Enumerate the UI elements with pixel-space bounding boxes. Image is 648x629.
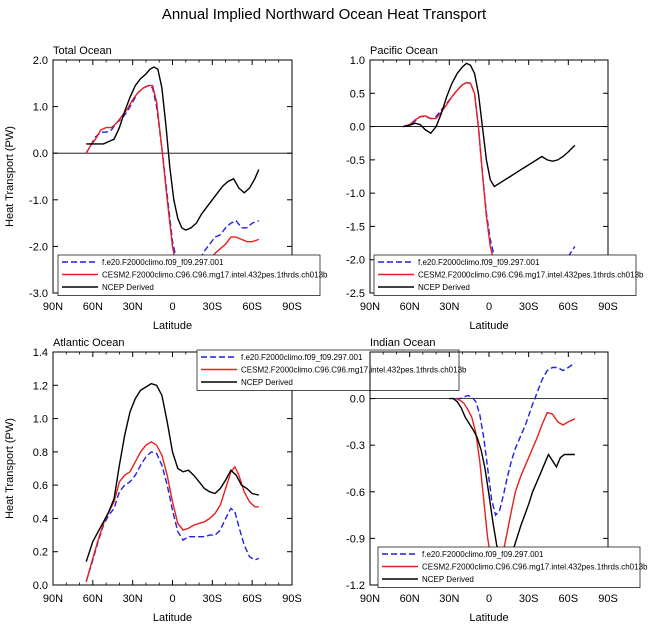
legend-label: f.e20.F2000climo.f09_f09.297.001 — [241, 353, 363, 362]
panel-title: Atlantic Ocean — [53, 337, 125, 349]
x-tick-label: 30N — [439, 593, 459, 605]
y-tick-label: -3.0 — [29, 288, 48, 300]
x-tick-label: 90S — [598, 593, 618, 605]
y-tick-label: -1.0 — [29, 195, 48, 207]
x-tick-label: 60N — [83, 301, 103, 313]
legend-label: NCEP Derived — [422, 575, 474, 584]
y-tick-label: 0.6 — [33, 480, 48, 492]
y-tick-label: 0.0 — [350, 122, 365, 134]
panel-title: Pacific Ocean — [370, 45, 438, 57]
y-axis-label: Heat Transport (PW) — [4, 418, 16, 519]
x-tick-label: 30S — [203, 593, 223, 605]
y-tick-label: -2.0 — [346, 255, 365, 267]
y-tick-label: 1.0 — [350, 55, 365, 67]
x-tick-label: 60S — [242, 593, 262, 605]
series-line-1 — [85, 441, 259, 582]
x-tick-label: 30S — [519, 301, 539, 313]
legend-label: f.e20.F2000climo.f09_f09.297.001 — [422, 550, 544, 559]
legend-label: NCEP Derived — [418, 283, 470, 292]
y-tick-label: 0.2 — [33, 547, 48, 559]
y-axis-label: Heat Transport (PW) — [4, 126, 16, 227]
y-tick-label: 0.0 — [350, 394, 365, 406]
x-tick-label: 60S — [242, 301, 262, 313]
y-tick-label: 0.0 — [33, 580, 48, 592]
x-tick-label: 90S — [282, 301, 302, 313]
series-line-1 — [455, 397, 576, 575]
x-tick-label: 90N — [360, 593, 380, 605]
y-tick-label: 1.0 — [33, 414, 48, 426]
y-tick-label: 0.0 — [33, 148, 48, 160]
panel-1: Pacific Ocean 90N 60N 30N 0 30S 60S 90S -2.5 -2.0… — [346, 45, 644, 332]
x-tick-label: 30S — [519, 593, 539, 605]
x-axis-label: Latitude — [153, 612, 192, 624]
series-line-0 — [85, 84, 260, 276]
x-tick-label: 60N — [83, 593, 103, 605]
y-tick-label: -0.5 — [346, 155, 365, 167]
y-tick-label: -0.3 — [346, 440, 365, 452]
y-tick-label: -2.0 — [29, 241, 48, 253]
legend-label: f.e20.F2000climo.f09_f09.297.001 — [418, 258, 540, 267]
x-tick-label: 60S — [559, 593, 579, 605]
x-tick-label: 90N — [43, 593, 63, 605]
plot-frame — [52, 351, 293, 586]
y-tick-label: 0.4 — [33, 513, 48, 525]
y-tick-label: 0.8 — [33, 447, 48, 459]
x-tick-label: 30S — [203, 301, 223, 313]
x-tick-label: 90N — [43, 301, 63, 313]
y-tick-label: 2.0 — [33, 55, 48, 67]
legend-label: CESM2.F2000climo.C96.C96.mg17.intel.432p… — [418, 271, 644, 280]
series-line-2 — [85, 382, 259, 562]
panel-2: Atlantic Ocean 90N 60N 30N 0 30S 60S 90S 0.0 0.2 0… — [4, 337, 467, 624]
y-tick-label: 0.5 — [350, 88, 365, 100]
legend-label: CESM2.F2000climo.C96.C96.mg17.intel.432p… — [241, 366, 467, 375]
x-tick-label: 0 — [169, 593, 175, 605]
y-tick-label: -1.2 — [346, 580, 365, 592]
x-tick-label: 30N — [123, 593, 143, 605]
legend-label: CESM2.F2000climo.C96.C96.mg17.intel.432p… — [102, 271, 328, 280]
x-axis-label: Latitude — [469, 612, 508, 624]
y-tick-label: -0.6 — [346, 487, 365, 499]
x-tick-label: 0 — [169, 301, 175, 313]
legend-label: NCEP Derived — [241, 378, 293, 387]
y-tick-label: 1.0 — [33, 102, 48, 114]
legend-box — [373, 254, 637, 296]
panel-title: Total Ocean — [53, 45, 112, 57]
y-tick-label: 1.4 — [33, 347, 48, 359]
legend-box — [377, 546, 641, 588]
series-line-2 — [449, 397, 575, 568]
x-tick-label: 60N — [400, 593, 420, 605]
x-axis-label: Latitude — [469, 320, 508, 332]
x-axis-label: Latitude — [153, 320, 192, 332]
y-tick-label: 1.2 — [33, 380, 48, 392]
x-tick-label: 90S — [598, 301, 618, 313]
series-line-0 — [455, 362, 576, 517]
y-tick-label: -2.5 — [346, 288, 365, 300]
x-tick-label: 90S — [282, 593, 302, 605]
x-tick-label: 30N — [123, 301, 143, 313]
x-tick-label: 60S — [559, 301, 579, 313]
panel-0: Total Ocean 90N 60N 30N 0 30S 60S 90S -3.0 -2.0 -1… — [4, 45, 328, 332]
y-tick-label: -1.5 — [346, 221, 365, 233]
x-tick-label: 30N — [439, 301, 459, 313]
legend-label: NCEP Derived — [102, 283, 154, 292]
y-tick-label: -1.0 — [346, 188, 365, 200]
x-tick-label: 90N — [360, 301, 380, 313]
legend-box — [196, 349, 460, 391]
series-line-2 — [402, 62, 576, 188]
y-tick-label: -0.9 — [346, 533, 365, 545]
x-tick-label: 0 — [486, 593, 492, 605]
x-tick-label: 0 — [486, 301, 492, 313]
x-tick-label: 60N — [400, 301, 420, 313]
panel-title: Indian Ocean — [370, 337, 435, 349]
figure-title: Annual Implied Northward Ocean Heat Tran… — [161, 6, 487, 23]
legend-label: CESM2.F2000climo.C96.C96.mg17.intel.432p… — [422, 563, 648, 572]
series-line-2 — [86, 66, 260, 231]
legend-label: f.e20.F2000climo.f09_f09.297.001 — [102, 258, 224, 267]
panel-3: Indian Ocean 90N 60N 30N 0 30S 60S 90S -1.2 -0.9 -… — [346, 337, 648, 624]
series-line-1 — [85, 84, 260, 293]
legend-box — [57, 254, 321, 296]
